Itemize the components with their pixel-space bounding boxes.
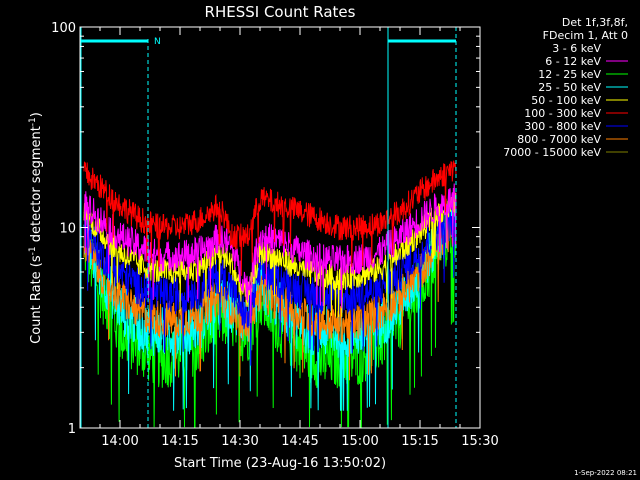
x-tick-label: 14:30 — [221, 434, 258, 449]
legend-label: 50 - 100 keV — [531, 94, 601, 107]
legend-label: 12 - 25 keV — [538, 68, 601, 81]
y-tick-label: 100 — [51, 21, 76, 36]
y-tick-label: 1 — [68, 422, 76, 437]
legend-header-line-1: Det 1f,3f,8f, — [562, 16, 628, 29]
legend-header-line-2: FDecim 1, Att 0 — [543, 29, 628, 42]
legend-label: 300 - 800 keV — [524, 120, 601, 133]
chart-title: RHESSI Count Rates — [205, 3, 356, 21]
y-axis-label-superscript: -1 — [28, 117, 38, 126]
legend-label: 6 - 12 keV — [545, 55, 601, 68]
x-tick-label: 14:00 — [101, 434, 138, 449]
series-line-100-300-kev — [83, 160, 457, 276]
legend-label: 25 - 50 keV — [538, 81, 601, 94]
axes: 14:00 14:15 14:30 14:45 15:00 15:15 15:30 1 10 10… — [51, 21, 499, 449]
flag-label: N — [154, 37, 161, 47]
x-axis-label: Start Time (23-Aug-16 13:50:02) — [174, 456, 386, 471]
y-axis-label-part: detector segment — [29, 126, 44, 246]
x-tick-label: 15:15 — [401, 434, 438, 449]
y-axis-label-superscript: -1 — [28, 246, 38, 255]
x-tick-label: 15:30 — [461, 434, 498, 449]
y-axis-label-part: Count Rate (s — [29, 255, 44, 344]
series-line-3-6-kev — [83, 139, 457, 181]
x-tick-label: 14:15 — [161, 434, 198, 449]
y-axis-label-part: ) — [29, 112, 44, 117]
legend-label: 800 - 7000 keV — [517, 133, 601, 146]
y-tick-label: 10 — [59, 222, 76, 237]
legend-label: 3 - 6 keV — [552, 42, 601, 55]
footer-timestamp: 1-Sep-2022 08:21 — [574, 469, 637, 477]
legend-label: 100 - 300 keV — [524, 107, 601, 120]
x-tick-label: 15:00 — [341, 434, 378, 449]
x-tick-label: 14:45 — [281, 434, 318, 449]
y-axis-label: Count Rate (s-1 detector segment-1) — [28, 112, 44, 344]
series-line-300-800-kev — [83, 203, 457, 366]
legend-label: 7000 - 15000 keV — [503, 146, 601, 159]
plot-area — [83, 139, 457, 428]
